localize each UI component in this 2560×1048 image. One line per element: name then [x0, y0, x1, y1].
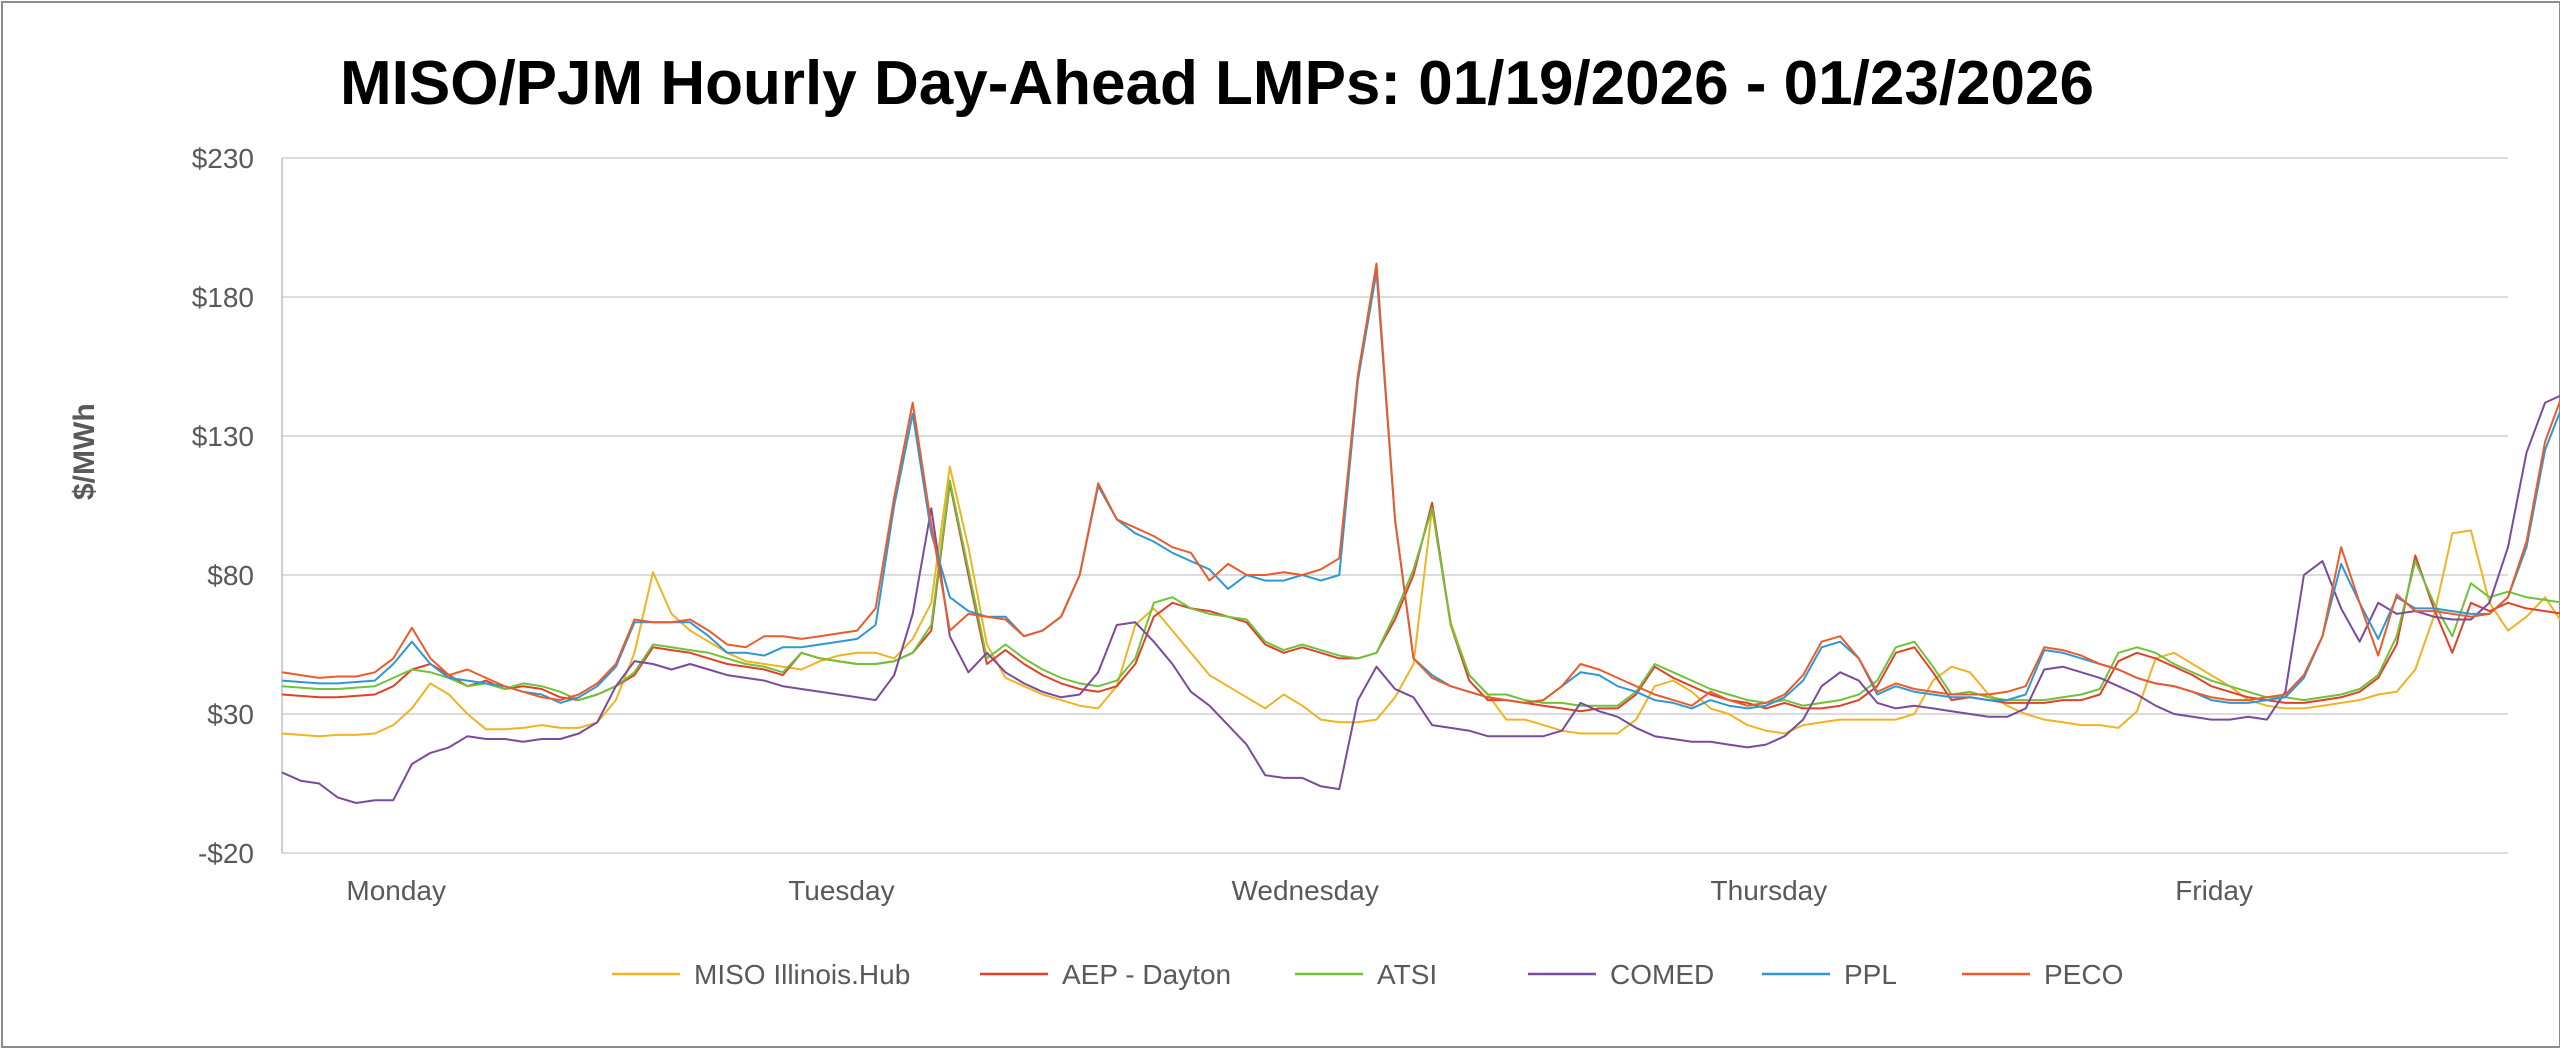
y-tick-labels: -$20 $30 $80 $130 $180 $230 [192, 143, 254, 869]
x-day-label: Tuesday [788, 875, 894, 906]
series-line [281, 482, 2560, 713]
legend-item: MISO Illinois.Hub [612, 959, 910, 990]
legend-label: COMED [1610, 959, 1714, 990]
x-day-label: Thursday [1711, 875, 1828, 906]
legend-item: COMED [1528, 959, 1714, 990]
y-tick-label: $30 [207, 699, 254, 730]
x-day-labels: Monday Tuesday Wednesday Thursday Friday [346, 875, 2253, 906]
legend-label: PECO [2044, 959, 2123, 990]
x-day-label: Wednesday [1231, 875, 1378, 906]
legend-label: MISO Illinois.Hub [694, 959, 910, 990]
y-tick-label: $180 [192, 282, 254, 313]
series-line [281, 262, 2560, 707]
series-line [281, 465, 2560, 738]
y-tick-label: $80 [207, 560, 254, 591]
y-tick-label: $130 [192, 421, 254, 452]
y-tick-label: $230 [192, 143, 254, 174]
legend: MISO Illinois.Hub AEP - Dayton ATSI COMED PP… [612, 959, 2123, 990]
series-line [281, 479, 2560, 707]
gridlines [281, 157, 2508, 854]
legend-item: PPL [1762, 959, 1897, 990]
legend-label: AEP - Dayton [1062, 959, 1231, 990]
series-line [281, 394, 2560, 804]
legend-label: PPL [1844, 959, 1897, 990]
legend-item: ATSI [1295, 959, 1437, 990]
y-tick-label: -$20 [198, 838, 254, 869]
legend-label: ATSI [1377, 959, 1437, 990]
legend-item: PECO [1962, 959, 2123, 990]
chart-title: MISO/PJM Hourly Day-Ahead LMPs: 01/19/20… [340, 49, 2094, 118]
x-day-label: Friday [2175, 875, 2253, 906]
legend-item: AEP - Dayton [980, 959, 1231, 990]
x-day-label: Monday [346, 875, 446, 906]
series-lines [281, 262, 2560, 804]
